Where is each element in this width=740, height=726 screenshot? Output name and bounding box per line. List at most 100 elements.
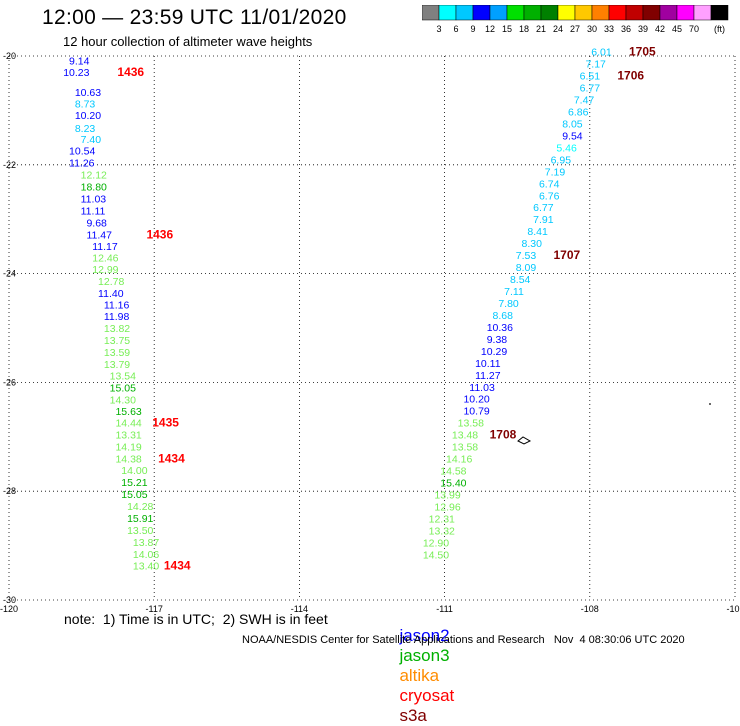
wave-height-value: 11.47 xyxy=(86,229,112,241)
wave-height-value: 14.58 xyxy=(440,466,466,478)
wave-height-value: 15.05 xyxy=(110,382,136,394)
wave-height-value: 14.00 xyxy=(121,465,147,477)
wave-height-value: 12.96 xyxy=(434,501,460,513)
wave-height-value: 10.11 xyxy=(475,358,501,370)
wave-height-value: 11.17 xyxy=(92,241,118,253)
wave-height-value: 6.01 xyxy=(591,47,612,59)
wave-height-value: 13.58 xyxy=(458,418,484,430)
legend-jason2: jason2 xyxy=(399,626,450,645)
wave-height-value: 7.19 xyxy=(545,166,566,178)
wave-height-value: 11.98 xyxy=(104,311,130,323)
wave-height-value: 14.50 xyxy=(423,549,449,561)
wave-height-value: 8.73 xyxy=(75,98,96,110)
wave-height-value: 6.74 xyxy=(539,178,560,190)
scale-label: 33 xyxy=(604,24,614,34)
y-tick-label: -28 xyxy=(3,486,16,496)
wave-height-value: 8.30 xyxy=(522,238,543,250)
wave-height-value: 13.99 xyxy=(434,489,460,501)
wave-height-value: 10.63 xyxy=(75,87,101,99)
credit-line: NOAA/NESDIS Center for Satellite Applica… xyxy=(242,634,685,646)
wave-height-value: 6.76 xyxy=(539,190,560,202)
wave-height-value: 11.03 xyxy=(81,194,107,206)
page-title: 12:00 — 23:59 UTC 11/01/2020 xyxy=(42,6,347,29)
scale-label: 15 xyxy=(502,24,512,34)
wave-height-value: 8.54 xyxy=(510,274,531,286)
y-tick-label: -26 xyxy=(3,377,16,387)
wave-height-value: 11.26 xyxy=(69,158,95,170)
legend-s3a: s3a xyxy=(399,706,427,725)
wave-height-value: 15.91 xyxy=(127,513,153,525)
x-tick-label: -10 xyxy=(726,604,739,614)
wave-height-value: 6.77 xyxy=(580,83,601,95)
scale-label: 45 xyxy=(672,24,682,34)
y-tick-label: -24 xyxy=(3,269,16,279)
wave-height-value: 13.82 xyxy=(104,323,130,335)
wave-height-value: 8.41 xyxy=(527,226,548,238)
scale-label: 18 xyxy=(519,24,529,34)
pass-time-label: 1434 xyxy=(158,452,185,466)
wave-height-value: 10.79 xyxy=(463,406,489,418)
wave-height-value: 9.54 xyxy=(562,130,583,142)
satellite-legend: jason2 jason3 altika cryosat s3a xyxy=(390,606,464,726)
scale-label: 39 xyxy=(638,24,648,34)
pass-time-label: 1706 xyxy=(617,69,644,83)
wave-height-value: 10.54 xyxy=(69,146,95,158)
wave-height-value: 9.38 xyxy=(487,334,508,346)
pass-time-label: 1434 xyxy=(164,559,191,573)
scale-label: 42 xyxy=(655,24,665,34)
x-tick-label: -120 xyxy=(0,604,18,614)
wave-height-value: 7.47 xyxy=(574,95,595,107)
wave-height-value: 13.59 xyxy=(104,347,130,359)
wave-height-value: 10.36 xyxy=(487,322,513,334)
wave-height-value: 5.46 xyxy=(556,142,577,154)
wave-height-value: 10.23 xyxy=(63,67,89,79)
wave-height-value: 11.40 xyxy=(98,288,124,300)
wave-height-value: 7.80 xyxy=(498,298,519,310)
pass-time-label: 1436 xyxy=(117,65,144,79)
island-outline xyxy=(517,436,532,445)
pass-time-label: 1708 xyxy=(490,428,517,442)
x-tick-label: -111 xyxy=(436,604,453,614)
scale-label: 9 xyxy=(470,24,475,34)
wave-height-value: 13.31 xyxy=(115,430,141,442)
y-tick-label: -22 xyxy=(3,160,16,170)
scale-label: 30 xyxy=(587,24,597,34)
wave-height-value: 14.19 xyxy=(115,442,141,454)
wave-height-value: 11.11 xyxy=(81,205,106,217)
wave-height-values: 9.1410.2310.638.7310.208.237.4010.5411.2… xyxy=(63,47,612,573)
units-note: note: 1) Time is in UTC; 2) SWH is in fe… xyxy=(64,611,328,627)
wave-height-value: 8.09 xyxy=(516,262,537,274)
wave-height-value: 12.31 xyxy=(429,513,455,525)
wave-height-value: 18.80 xyxy=(81,182,107,194)
wave-height-value: 9.68 xyxy=(86,217,107,229)
wave-height-value: 13.58 xyxy=(452,442,478,454)
scale-swatch xyxy=(710,5,729,21)
x-tick-label: -114 xyxy=(291,604,308,614)
scale-label: 21 xyxy=(536,24,546,34)
scale-label: 24 xyxy=(553,24,563,34)
pass-time-label: 1436 xyxy=(146,227,173,241)
wave-height-value: 8.05 xyxy=(562,118,583,130)
wave-height-value: 12.78 xyxy=(98,276,124,288)
pass-time-label: 1435 xyxy=(152,416,179,430)
wave-height-value: 10.20 xyxy=(463,394,489,406)
wave-height-value: 11.16 xyxy=(104,300,130,312)
x-tick-label: -117 xyxy=(146,604,163,614)
wave-height-value: 7.40 xyxy=(81,134,102,146)
wave-height-color-scale: 3 6 9 12 15 18 21 24 27 30 33 36 39 42 45 70 (ft) xyxy=(422,5,729,34)
scale-unit: (ft) xyxy=(714,24,725,34)
scale-label: 36 xyxy=(621,24,631,34)
scale-label: 6 xyxy=(453,24,458,34)
wave-height-value: 7.17 xyxy=(585,59,606,71)
wave-height-value: 8.23 xyxy=(75,123,96,135)
wave-height-value: 13.48 xyxy=(452,430,478,442)
wave-height-value: 6.77 xyxy=(533,202,554,214)
wave-height-value: 12.46 xyxy=(92,252,118,264)
wave-height-value: 14.44 xyxy=(115,418,141,430)
wave-height-value: 6.95 xyxy=(551,154,572,166)
x-tick-label: -108 xyxy=(581,604,599,614)
pass-time-label: 1705 xyxy=(629,45,656,59)
wave-height-value: 13.75 xyxy=(104,335,130,347)
legend-jason3: jason3 xyxy=(399,646,450,665)
wave-height-value: 7.53 xyxy=(516,250,537,262)
